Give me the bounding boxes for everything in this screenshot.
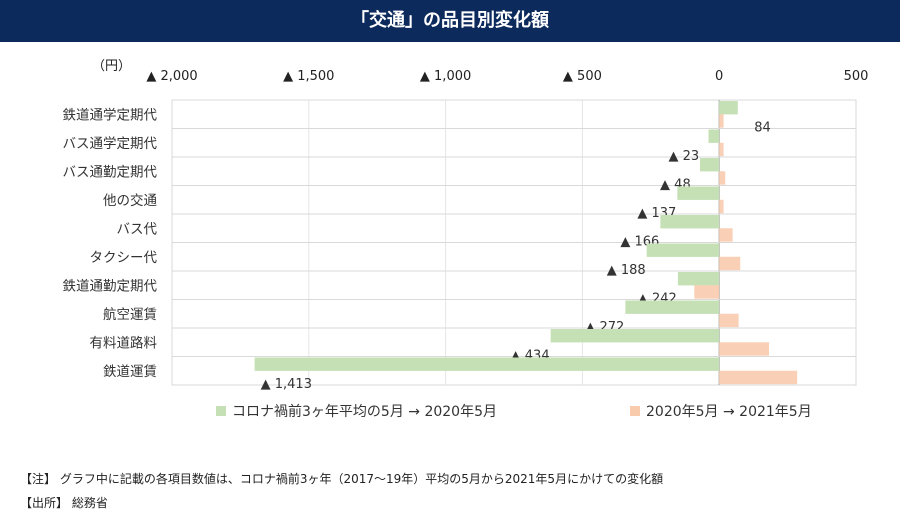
bar-series1 [646,243,720,257]
bar-series1 [625,300,720,314]
bar-series2 [719,199,724,214]
bar-series1 [700,158,720,172]
legend-swatch-series1 [216,406,226,416]
unit-label: （円） [92,59,131,74]
x-tick-label: 0 [715,69,723,84]
legend-swatch-series2 [630,406,640,416]
bar-series2 [719,142,724,157]
total-label: ▲ 23 [669,149,700,164]
bar-series1 [677,272,720,286]
total-label: ▲ 1,413 [261,377,312,392]
bar-series2 [719,171,726,185]
x-tick-label: ▲ 1,000 [420,69,471,84]
category-label: バス代 [117,221,158,237]
bar-series1 [677,186,720,200]
chart-note: 【注】 グラフ中に記載の各項目数値は、コロナ禍前3ヶ年（2017～19年）平均の… [20,472,664,486]
bar-series2 [719,370,798,385]
chart-source: 【出所】 総務省 [20,496,108,510]
x-tick-label: ▲ 1,500 [283,69,334,84]
bar-series2 [719,256,741,271]
category-label: 鉄道運賃 [103,364,157,380]
category-label: タクシー代 [90,250,158,266]
bar-series1 [660,215,720,229]
bar-series2 [719,342,769,356]
x-tick-label: 500 [844,69,869,84]
category-label: 鉄道通学定期代 [63,107,158,123]
bar-series2 [719,313,739,328]
total-label: ▲ 188 [607,263,646,278]
bar-series2 [719,114,724,128]
category-label: 鉄道通勤定期代 [63,278,158,294]
category-label: バス通学定期代 [63,136,158,152]
category-label: 有料道路料 [90,335,158,351]
bar-series1 [719,101,738,115]
bar-chart: ▲ 2,000 ▲ 1,500 ▲ 1,000 ▲ 500 0 500 （円） 鉄道通学定期代… [63,59,869,420]
category-label: 航空運賃 [103,307,157,323]
bar-series2 [694,285,720,299]
bar-series2 [719,228,733,242]
category-label: バス通勤定期代 [63,164,158,180]
legend-label-series1: コロナ禍前3ヶ年平均の5月 → 2020年5月 [232,403,497,420]
bar-series1 [550,329,720,343]
legend-label-series2: 2020年5月 → 2021年5月 [646,404,812,420]
total-label: 84 [754,121,771,136]
bar-series1 [708,129,720,143]
chart-title: 「交通」の品目別変化額 [0,0,900,42]
category-label: 他の交通 [103,192,157,209]
x-tick-label: ▲ 2,000 [146,69,197,84]
x-tick-label: ▲ 500 [563,69,602,84]
bar-series1 [254,357,720,371]
